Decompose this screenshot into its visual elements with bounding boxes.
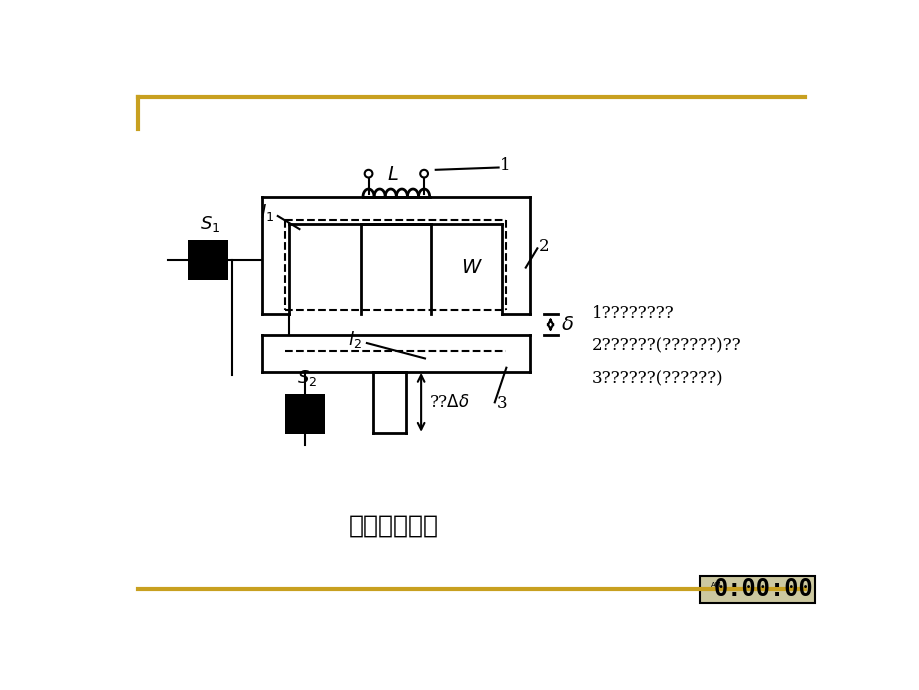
Text: $L$: $L$ — [386, 166, 398, 184]
Text: AM: AM — [710, 582, 720, 588]
Bar — [187, 240, 228, 280]
Bar — [284, 394, 324, 434]
Text: ??$\Delta\delta$: ??$\Delta\delta$ — [428, 394, 469, 411]
Text: $l_1$: $l_1$ — [260, 201, 274, 223]
Text: 2??????(??????)??: 2??????(??????)?? — [591, 337, 741, 355]
Text: $S_2$: $S_2$ — [297, 368, 317, 388]
Text: 1: 1 — [500, 157, 510, 175]
Text: 2: 2 — [539, 238, 549, 255]
Text: 0:00:00: 0:00:00 — [713, 578, 812, 602]
Text: $\delta$: $\delta$ — [561, 315, 573, 333]
Bar — [699, 575, 814, 603]
Text: $W$: $W$ — [460, 259, 482, 277]
Text: 3: 3 — [495, 395, 506, 413]
Text: 3??????(??????): 3??????(??????) — [591, 370, 722, 387]
Text: 自感式传感器: 自感式传感器 — [348, 513, 438, 538]
Text: $l_2$: $l_2$ — [347, 328, 361, 350]
Text: $S_1$: $S_1$ — [200, 214, 221, 234]
Text: 1????????: 1???????? — [591, 305, 674, 322]
